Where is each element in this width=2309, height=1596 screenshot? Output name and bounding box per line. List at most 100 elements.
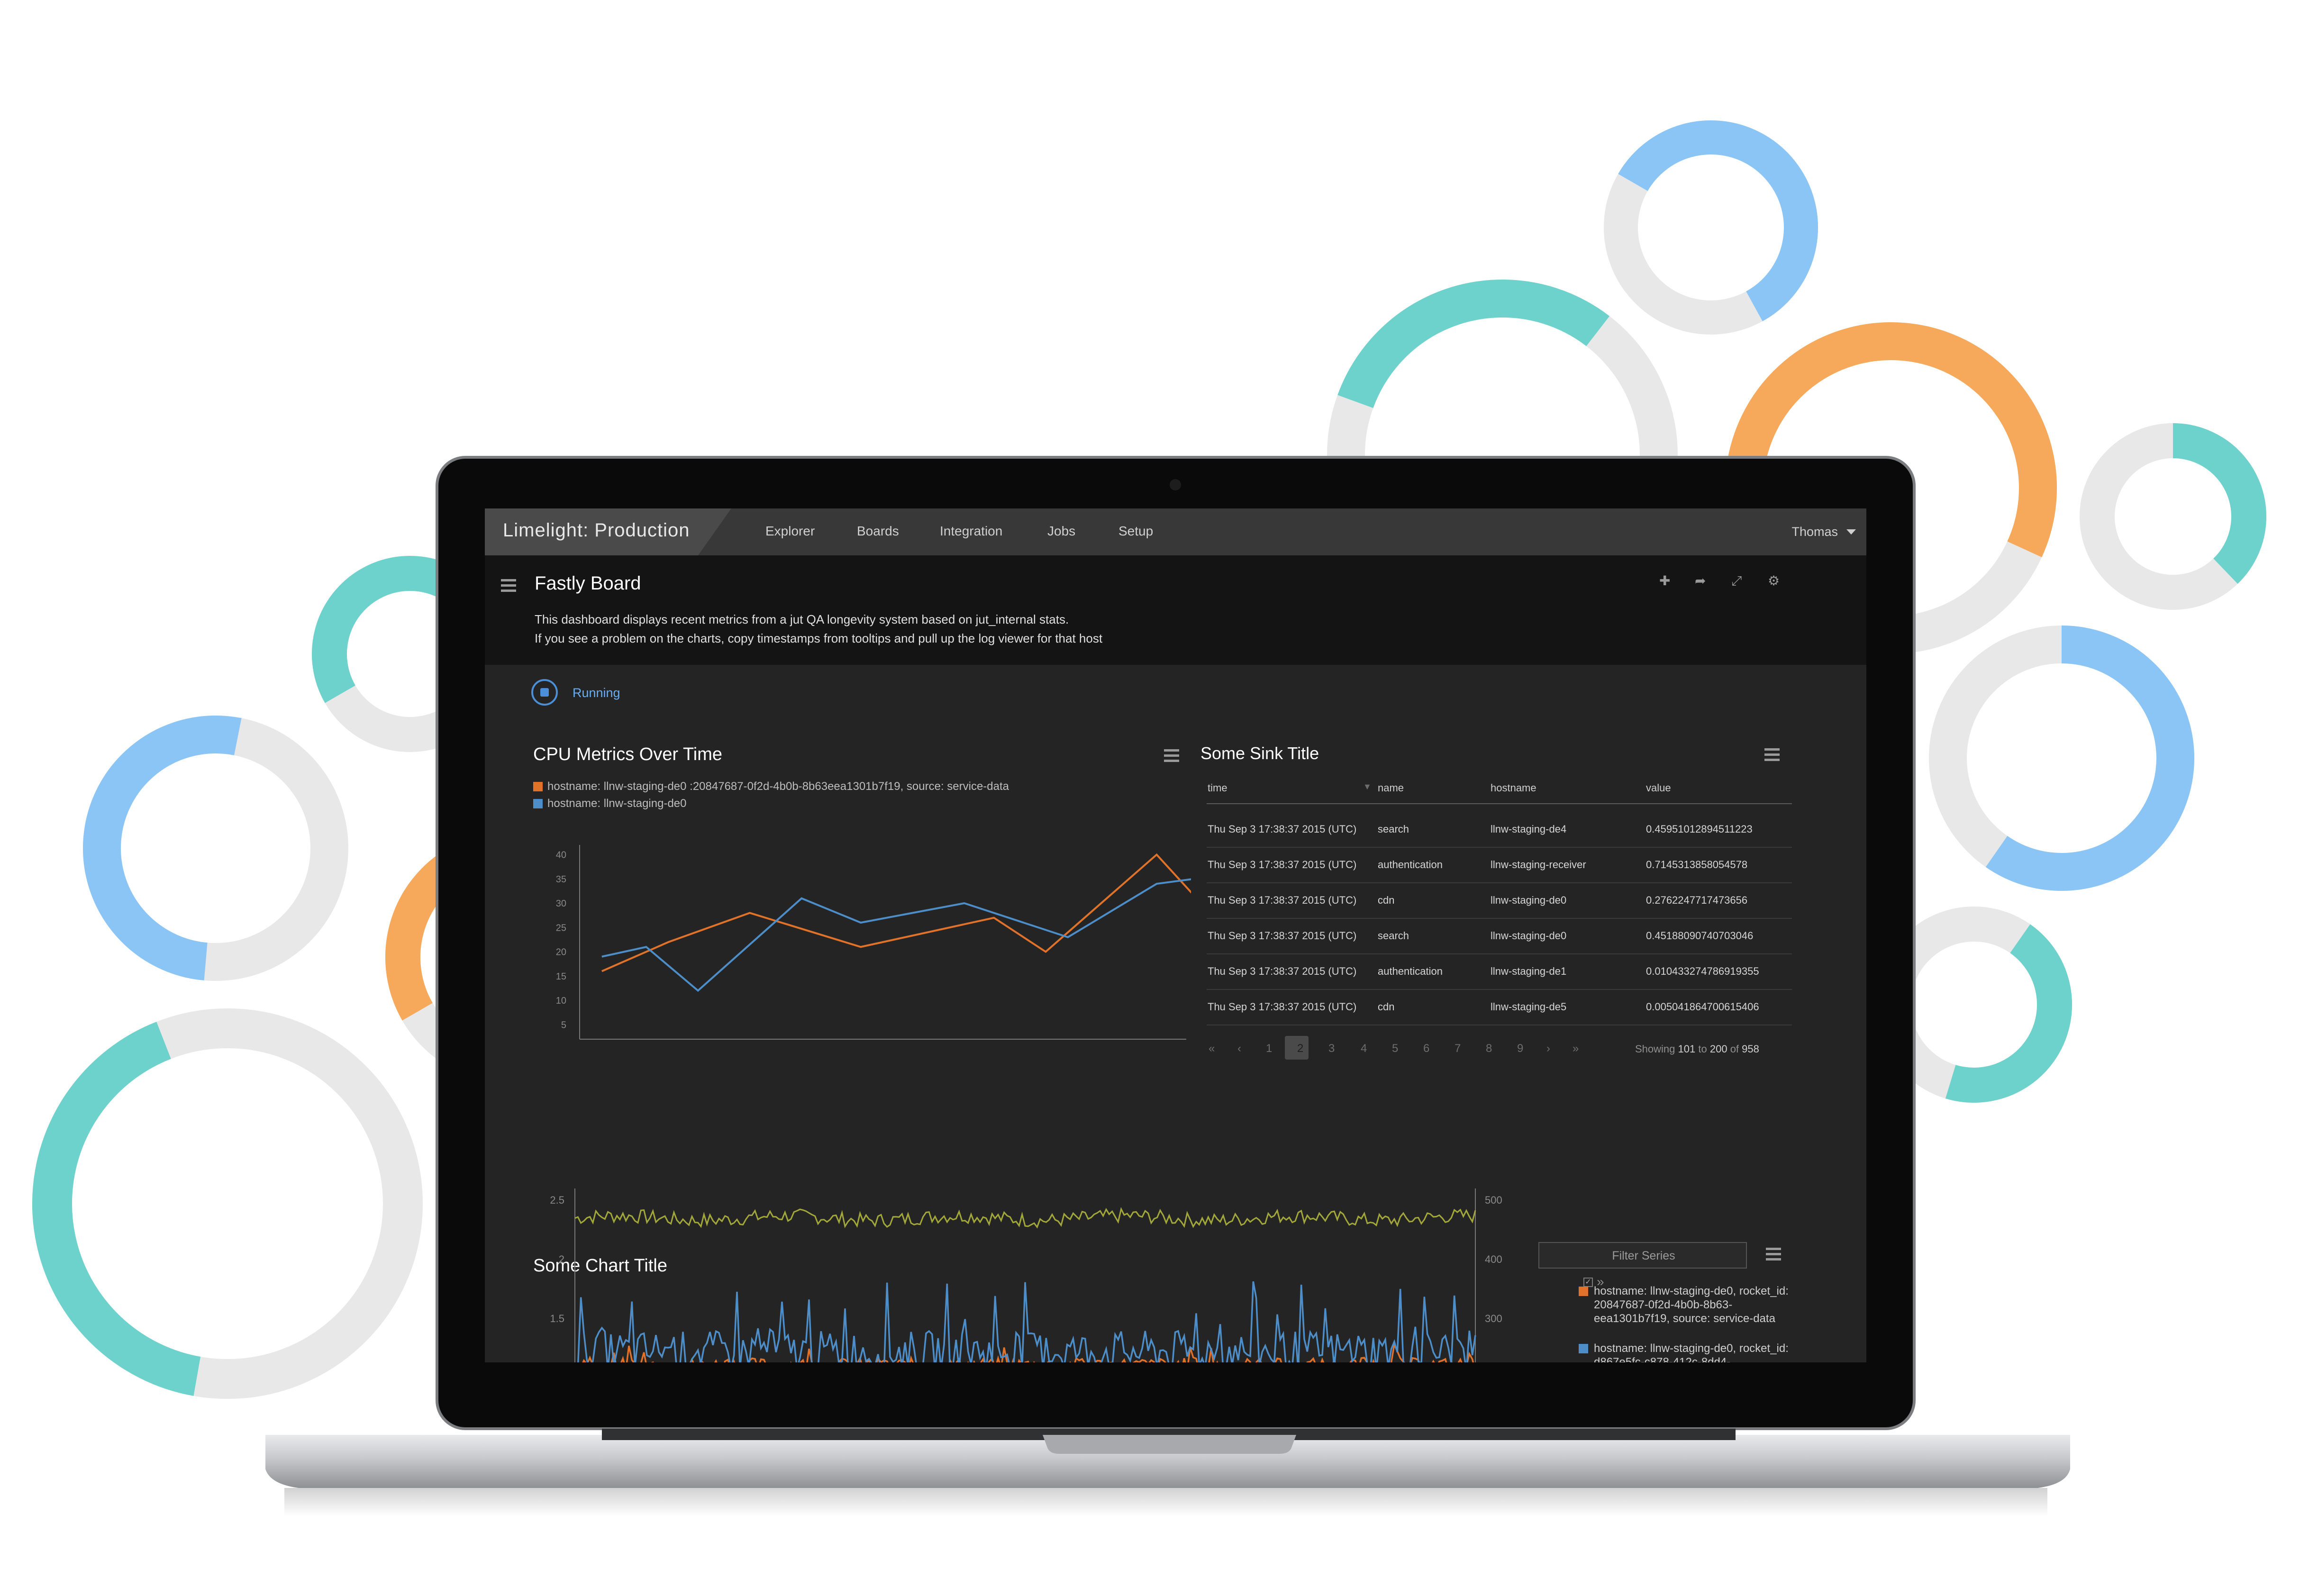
top-nav: Limelight: Production Explorer Boards In…	[485, 508, 1866, 555]
col-header-time[interactable]: time	[1208, 782, 1227, 794]
left-y-tick-label: 2	[559, 1253, 564, 1265]
page-7[interactable]: 7	[1454, 1042, 1461, 1055]
cpu-legend-item[interactable]: hostname: llnw-staging-de0	[533, 797, 687, 810]
legend-swatch	[533, 782, 543, 791]
cell-name: authentication	[1378, 965, 1443, 977]
page-1[interactable]: 1	[1266, 1042, 1273, 1055]
board-description-line1: This dashboard displays recent metrics f…	[535, 612, 1069, 626]
cell-hostname: llnw-staging-de0	[1491, 894, 1567, 906]
legend-swatch	[533, 799, 543, 808]
cpu-chart-menu-icon[interactable]	[1164, 749, 1179, 762]
filter-series-field[interactable]	[1539, 1243, 1748, 1269]
collapse-icon[interactable]: »	[1597, 1274, 1604, 1289]
nav-explorer[interactable]: Explorer	[765, 524, 815, 538]
camera	[1170, 479, 1181, 490]
right-y-tick-label: 300	[1485, 1313, 1502, 1324]
y-tick-label: 30	[556, 898, 566, 909]
row-divider	[1207, 918, 1792, 919]
cell-hostname: llnw-staging-de4	[1491, 823, 1567, 835]
series-line	[601, 853, 1191, 972]
cpu-legend-item[interactable]: hostname: llnw-staging-de0 :20847687-0f2…	[533, 780, 1009, 793]
page-6[interactable]: 6	[1423, 1042, 1430, 1055]
base	[265, 1435, 2070, 1488]
series-line-chart[interactable]: 11.522.5200300400500	[513, 1167, 1584, 1362]
prev-page-button[interactable]: ‹	[1237, 1042, 1241, 1055]
nav-jobs[interactable]: Jobs	[1047, 524, 1076, 538]
row-divider	[1207, 989, 1792, 990]
plus-icon[interactable]: ✚	[1659, 573, 1671, 588]
col-header-name[interactable]: name	[1378, 782, 1404, 794]
nav-integration[interactable]: Integration	[940, 524, 1003, 538]
header-divider	[1207, 803, 1792, 804]
page-8[interactable]: 8	[1486, 1042, 1492, 1055]
board-header: Fastly Board This dashboard displays rec…	[485, 555, 1866, 665]
page-3[interactable]: 3	[1328, 1042, 1335, 1055]
cell-name: cdn	[1378, 1001, 1395, 1013]
legend-swatch	[1579, 1344, 1588, 1353]
cell-time: Thu Sep 3 17:38:37 2015 (UTC)	[1208, 859, 1357, 871]
first-page-button[interactable]: «	[1209, 1042, 1215, 1055]
stop-icon	[540, 688, 549, 697]
expand-icon[interactable]: ⤢	[1731, 573, 1742, 588]
y-tick-label: 10	[556, 996, 566, 1006]
y-tick-label: 20	[556, 947, 566, 958]
cell-value: 0.45188090740703046	[1646, 930, 1754, 942]
cell-time: Thu Sep 3 17:38:37 2015 (UTC)	[1208, 965, 1357, 977]
y-tick-label: 35	[556, 874, 566, 885]
series-menu-icon[interactable]	[1766, 1248, 1781, 1260]
col-header-hostname[interactable]: hostname	[1491, 782, 1536, 794]
ring-arc	[311, 555, 508, 752]
page-5[interactable]: 5	[1392, 1042, 1399, 1055]
cell-name: search	[1378, 930, 1409, 942]
board-description-line2: If you see a problem on the charts, copy…	[535, 631, 1103, 645]
last-page-button[interactable]: »	[1573, 1042, 1579, 1055]
sink-table-title: Some Sink Title	[1200, 744, 1319, 763]
sink-menu-icon[interactable]	[1764, 748, 1780, 761]
series-line	[577, 1281, 1476, 1362]
col-header-value[interactable]: value	[1646, 782, 1671, 794]
brand-title: Limelight: Production	[503, 520, 690, 541]
next-page-button[interactable]: ›	[1546, 1042, 1550, 1055]
page-2[interactable]: 2	[1297, 1042, 1304, 1055]
cell-hostname: llnw-staging-receiver	[1491, 859, 1586, 871]
app-screen: Limelight: Production Explorer Boards In…	[485, 508, 1866, 1362]
brand[interactable]: Limelight: Production	[485, 508, 731, 555]
ring-arc	[32, 1008, 423, 1399]
cell-hostname: llnw-staging-de0	[1491, 930, 1567, 942]
series-legend-item[interactable]: hostname: llnw-staging-de0, rocket_id: 2…	[1579, 1284, 1802, 1325]
base-shadow	[284, 1488, 2047, 1516]
settings-icon[interactable]: ⚙	[1768, 573, 1780, 588]
ring-arc	[1929, 626, 2194, 891]
right-y-tick-label: 500	[1485, 1194, 1502, 1206]
sort-arrow-icon[interactable]: ▼	[1363, 782, 1372, 791]
page-active-bg	[1285, 1036, 1309, 1060]
cell-value: 0.7145313858054578	[1646, 859, 1748, 871]
page-4[interactable]: 4	[1361, 1042, 1367, 1055]
share-icon[interactable]: ➦	[1695, 573, 1706, 588]
showing-count: Showing 101 to 200 of 958	[1635, 1043, 1759, 1055]
board-title: Fastly Board	[535, 573, 641, 594]
series-chart-title: Some Chart Title	[533, 1256, 667, 1276]
nav-setup[interactable]: Setup	[1118, 524, 1154, 538]
cell-value: 0.45951012894511223	[1646, 823, 1753, 835]
row-divider	[1207, 953, 1792, 954]
y-tick-label: 15	[556, 971, 566, 982]
select-all-checkbox[interactable]: ✓	[1583, 1278, 1593, 1287]
status-label: Running	[573, 686, 620, 700]
user-menu[interactable]: Thomas	[1791, 525, 1838, 539]
series-line	[582, 1341, 1474, 1362]
cell-hostname: llnw-staging-de5	[1491, 1001, 1567, 1013]
stop-run-button[interactable]	[531, 679, 558, 706]
chevron-down-icon[interactable]	[1846, 529, 1856, 535]
cell-hostname: llnw-staging-de1	[1491, 965, 1567, 977]
cell-name: search	[1378, 823, 1409, 835]
cpu-chart-title: CPU Metrics Over Time	[533, 744, 723, 764]
page-9[interactable]: 9	[1517, 1042, 1524, 1055]
row-divider	[1207, 882, 1792, 883]
cell-time: Thu Sep 3 17:38:37 2015 (UTC)	[1208, 1001, 1357, 1013]
filter-series-input[interactable]	[1538, 1242, 1748, 1269]
hamburger-icon[interactable]	[501, 579, 516, 592]
series-legend-item[interactable]: hostname: llnw-staging-de0, rocket_id: d…	[1579, 1342, 1802, 1362]
nav-boards[interactable]: Boards	[857, 524, 899, 538]
